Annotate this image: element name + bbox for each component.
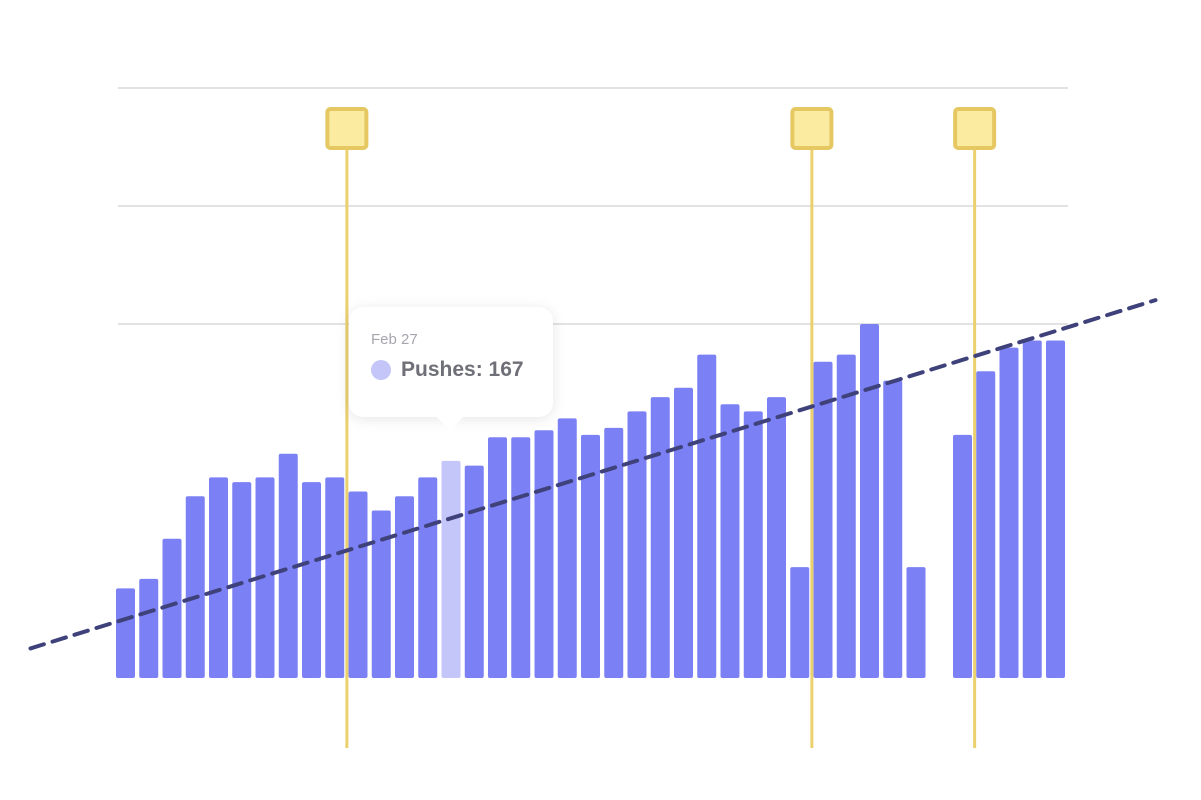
bar[interactable] bbox=[255, 477, 275, 678]
bar[interactable] bbox=[325, 477, 345, 678]
bar[interactable] bbox=[627, 411, 647, 678]
event-flag-icon[interactable] bbox=[790, 107, 834, 150]
bar[interactable] bbox=[953, 434, 972, 678]
trend-line-group bbox=[28, 298, 1158, 651]
bar[interactable] bbox=[906, 567, 926, 678]
bar[interactable] bbox=[348, 491, 368, 678]
gridlines bbox=[118, 87, 1068, 325]
bar[interactable] bbox=[488, 437, 507, 678]
bar[interactable] bbox=[813, 361, 833, 678]
tooltip-series-value: Pushes: 167 bbox=[401, 358, 524, 381]
bar[interactable] bbox=[371, 510, 391, 678]
bar[interactable] bbox=[720, 404, 740, 678]
bar[interactable] bbox=[534, 430, 554, 678]
bar-series bbox=[116, 324, 1065, 678]
bar[interactable] bbox=[674, 387, 693, 678]
bar[interactable] bbox=[650, 397, 670, 678]
bar[interactable] bbox=[116, 588, 135, 678]
bar[interactable] bbox=[860, 324, 879, 678]
bar[interactable] bbox=[209, 477, 228, 678]
bar[interactable] bbox=[464, 465, 484, 678]
event-marker-lines bbox=[345, 148, 977, 748]
bar[interactable] bbox=[1022, 340, 1042, 678]
bar[interactable] bbox=[302, 482, 321, 678]
tooltip-series-row: Pushes: 167 bbox=[371, 358, 553, 382]
bar[interactable] bbox=[999, 347, 1019, 678]
trend-line bbox=[28, 298, 1158, 651]
bar[interactable] bbox=[836, 354, 856, 678]
bar[interactable] bbox=[883, 380, 903, 678]
tooltip-date: Feb 27 bbox=[371, 331, 418, 348]
bar[interactable] bbox=[232, 482, 252, 678]
bar[interactable] bbox=[976, 371, 996, 678]
bar[interactable] bbox=[511, 437, 531, 678]
bar[interactable] bbox=[581, 434, 600, 678]
bar[interactable] bbox=[139, 578, 159, 678]
tooltip-series-swatch bbox=[371, 360, 391, 380]
bar[interactable] bbox=[743, 411, 763, 678]
bar[interactable] bbox=[790, 567, 810, 678]
bar[interactable] bbox=[697, 354, 717, 678]
bar[interactable] bbox=[1046, 340, 1065, 678]
bar[interactable] bbox=[162, 538, 182, 678]
bar[interactable] bbox=[185, 496, 205, 678]
bar[interactable] bbox=[395, 496, 414, 678]
event-flag-icon[interactable] bbox=[953, 107, 997, 150]
bar[interactable] bbox=[557, 418, 577, 678]
bar-highlighted[interactable] bbox=[441, 460, 461, 678]
event-marker-flags bbox=[325, 107, 997, 150]
bar[interactable] bbox=[604, 427, 624, 678]
bar[interactable] bbox=[278, 453, 298, 678]
event-flag-icon[interactable] bbox=[325, 107, 369, 150]
tooltip-pointer bbox=[436, 416, 464, 431]
bar[interactable] bbox=[418, 477, 438, 678]
bar[interactable] bbox=[767, 397, 786, 678]
bar-tooltip: Feb 27 Pushes: 167 bbox=[349, 307, 553, 431]
